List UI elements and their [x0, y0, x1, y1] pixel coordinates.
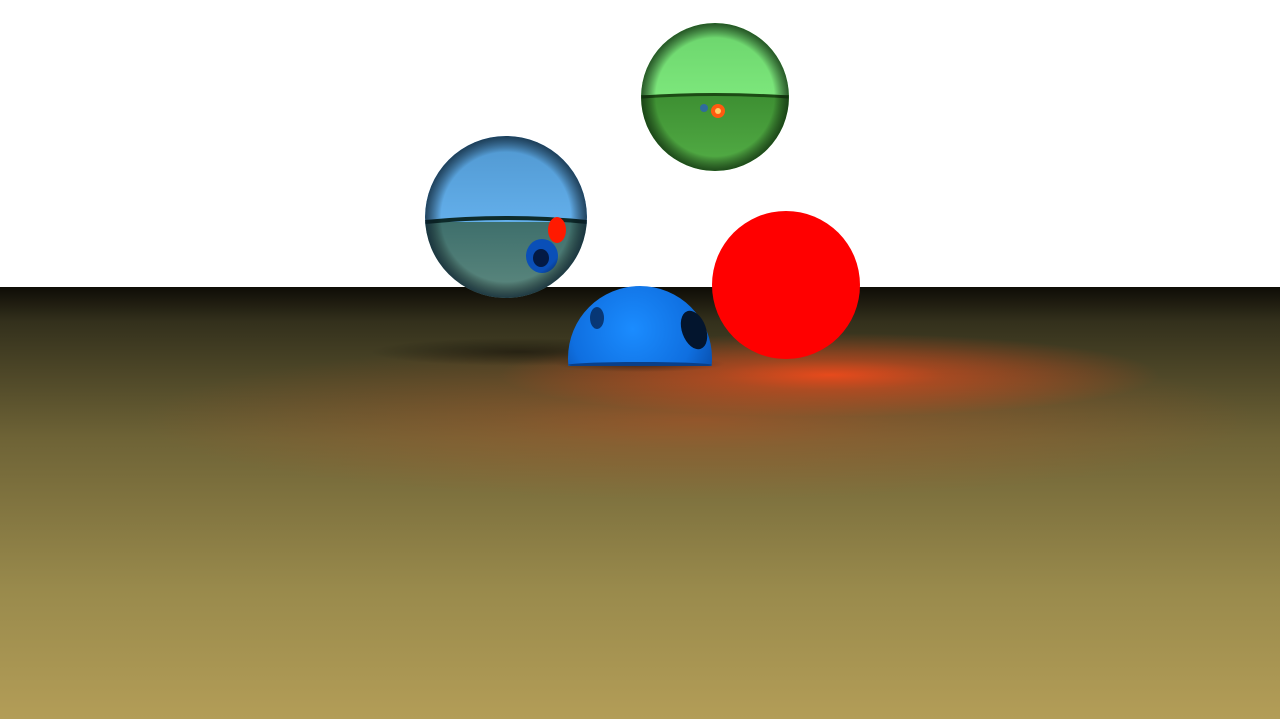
- red-light-glow: [140, 333, 1260, 500]
- blue-metallic-sphere: [568, 286, 712, 366]
- sky-background: [0, 0, 1280, 287]
- red-emissive-sphere: [712, 211, 860, 359]
